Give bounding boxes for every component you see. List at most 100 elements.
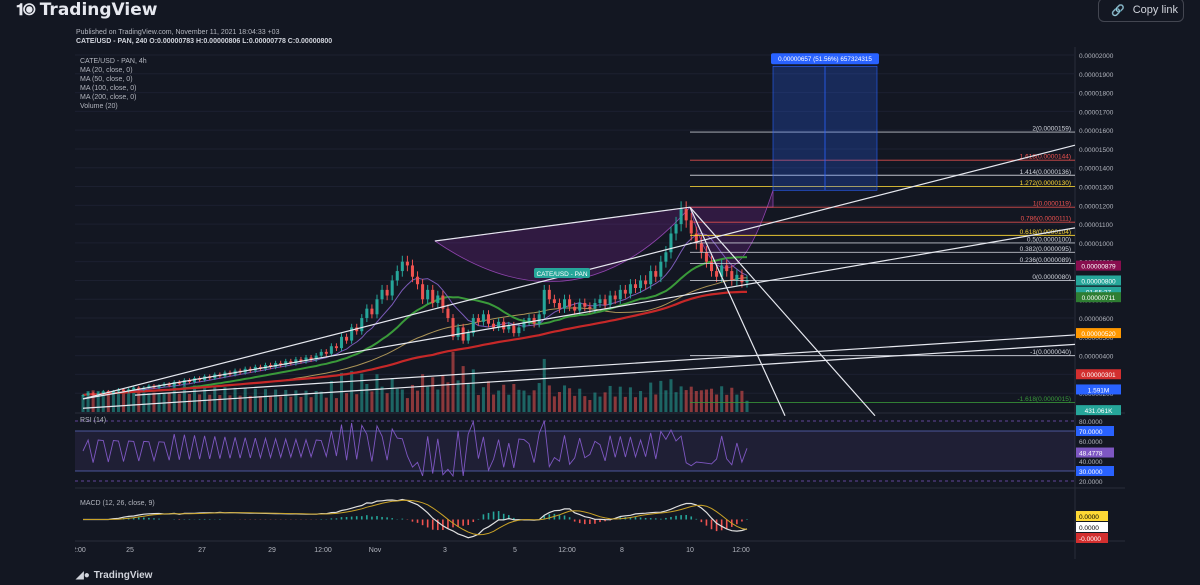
macd-histogram-bar xyxy=(462,519,464,526)
volume-bar xyxy=(674,392,678,412)
volume-bar xyxy=(633,397,638,412)
macd-histogram-bar xyxy=(386,517,388,520)
candle xyxy=(659,261,663,277)
candle xyxy=(603,299,607,305)
macd-histogram-bar xyxy=(158,518,160,520)
volume-bar xyxy=(395,388,399,412)
trend-line xyxy=(689,206,876,417)
candle xyxy=(725,265,729,272)
macd-tag-box xyxy=(1076,522,1108,532)
symbol-tag: CATE/USD - PAN xyxy=(536,271,587,278)
macd-histogram-bar xyxy=(589,519,591,524)
macd-histogram-bar xyxy=(472,519,475,522)
price-tick-label: 0.00001800 xyxy=(1079,91,1114,98)
time-tick-label: 25 xyxy=(126,547,134,554)
volume-bar xyxy=(380,386,384,412)
price-tick-label: 0.00000600 xyxy=(1079,316,1114,323)
candle xyxy=(294,359,298,364)
macd-histogram-bar xyxy=(654,518,657,520)
macd-histogram-bar xyxy=(685,514,687,520)
candle xyxy=(421,284,425,300)
candle xyxy=(745,280,749,283)
ma200-line xyxy=(82,290,747,397)
candle xyxy=(481,314,485,322)
macd-tag-label: -0.0000 xyxy=(1079,536,1101,543)
price-tag-label: 431.061K xyxy=(1085,408,1113,415)
time-axis[interactable]: 2:00 25 27 29 12:00 Nov 3 5 12:00 8 10 12:00 xyxy=(72,547,750,554)
candle xyxy=(461,327,465,341)
candle xyxy=(720,265,724,277)
candle xyxy=(502,321,506,330)
macd-histogram-bar xyxy=(411,519,414,522)
brand[interactable]: 𝟏⦿ TradingView xyxy=(16,0,157,20)
chart-svg[interactable]: 0.00002000 0.00001900 0.00001800 0.00001700… xyxy=(72,47,1125,559)
fib-level-label: 0.786(0.0000111) xyxy=(1021,216,1071,223)
volume-bar xyxy=(345,393,349,412)
volume-bar xyxy=(471,369,475,412)
macd-pane xyxy=(75,489,1075,541)
macd-histogram-bar xyxy=(741,519,743,522)
rsi-label: RSI (14) xyxy=(80,417,106,424)
measure-label: 0.00000657 (51.56%) 657324315 xyxy=(778,56,872,63)
fib-level-label: 0.382(0.0000095) xyxy=(1020,246,1071,253)
macd-histogram-bar xyxy=(629,517,632,520)
macd-histogram-bar xyxy=(736,519,738,525)
rsi-tag-box xyxy=(1076,466,1114,476)
price-range-measure[interactable]: 0.00000657 (51.56%) 657324315 xyxy=(771,53,879,191)
volume-bar xyxy=(284,389,288,412)
price-tag-box xyxy=(1076,328,1121,339)
volume-bar xyxy=(461,366,465,412)
volume-bar xyxy=(709,388,714,412)
candle xyxy=(350,327,354,341)
macd-histogram-bar xyxy=(584,519,586,525)
candle xyxy=(471,318,475,334)
candle xyxy=(557,303,561,309)
volume-bar xyxy=(552,396,556,412)
volume-bar xyxy=(132,392,136,412)
volume-bar xyxy=(228,395,232,412)
macd-histogram-bar xyxy=(487,512,490,520)
volume-bar xyxy=(147,393,151,412)
macd-tag-label: 0.0000 xyxy=(1079,525,1099,532)
tradingview-logo-icon: ◢● xyxy=(76,570,90,581)
price-tag-box xyxy=(1076,405,1121,416)
volume-bar xyxy=(512,384,516,412)
chart-area[interactable]: 0.00002000 0.00001900 0.00001800 0.00001700… xyxy=(72,47,1125,559)
candle xyxy=(451,318,455,337)
price-tick-label: 0.00001000 xyxy=(1079,241,1114,248)
price-tick-label: 0.00001100 xyxy=(1079,222,1113,229)
macd-histogram-bar xyxy=(513,517,515,520)
candle xyxy=(689,220,693,234)
trend-lines[interactable] xyxy=(82,144,1076,417)
volume-bar xyxy=(274,389,278,412)
copy-link-button[interactable]: 🔗 Copy link xyxy=(1098,0,1184,22)
candle xyxy=(329,346,333,354)
volume-bar xyxy=(365,384,369,412)
price-axis[interactable]: 0.00002000 0.00001900 0.00001800 0.00001700… xyxy=(1079,53,1114,398)
fib-level-label: -1.618(0.0000015) xyxy=(1018,396,1072,403)
macd-histogram-bar xyxy=(594,519,596,524)
macd-histogram-bar xyxy=(437,519,439,531)
macd-histogram-bar xyxy=(695,518,698,520)
symbol-tag-box xyxy=(534,268,590,278)
macd-histogram-bar xyxy=(467,519,470,526)
fib-level-label: 2(0.0000159) xyxy=(1032,126,1071,133)
time-tick-label: 12:00 xyxy=(732,547,750,554)
volume-bar xyxy=(122,391,126,412)
candle xyxy=(583,303,587,307)
candle xyxy=(664,252,668,262)
volume-bar xyxy=(96,391,100,412)
fibonacci-extension[interactable]: 2(0.0000159) 1.618(0.0000144) 1.414(0.0000… xyxy=(690,126,1075,404)
macd-histogram-bar xyxy=(137,517,140,520)
volume-bar xyxy=(694,391,698,412)
price-tick-label: 0.00000500 xyxy=(1079,335,1114,342)
volume-bar xyxy=(426,386,430,412)
price-tag-box xyxy=(1076,384,1121,395)
macd-histogram-bar xyxy=(639,517,642,520)
price-tag-label: 0.00000800 xyxy=(1081,278,1116,285)
time-tick-label: 12:00 xyxy=(314,547,332,554)
time-tick-label: 5 xyxy=(513,547,517,554)
volume-bar xyxy=(198,394,202,412)
volume-bar xyxy=(542,358,546,412)
